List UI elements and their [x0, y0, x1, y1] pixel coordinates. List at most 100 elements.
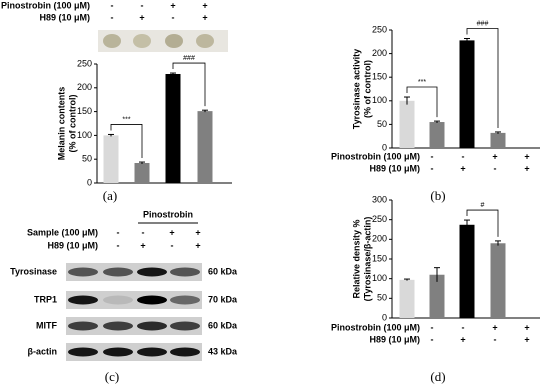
condition-sign: - [172, 12, 175, 22]
blot-band [68, 321, 98, 331]
condition-sign: - [111, 0, 114, 10]
protein-label: TRP1 [34, 294, 57, 304]
condition-sign: + [140, 240, 145, 250]
size-label: 70 kDa [208, 294, 238, 304]
condition-sign: + [170, 0, 175, 10]
condition-sign: + [460, 334, 465, 344]
protein-label: MITF [36, 320, 57, 330]
y-tick-label: 250 [372, 24, 387, 34]
y-tick-label: 50 [377, 119, 387, 129]
bar [197, 111, 213, 183]
condition-sign: + [492, 151, 497, 161]
condition-label: Pinostrobin (100 μM) [331, 322, 420, 332]
bar [103, 135, 119, 183]
condition-sign: - [431, 151, 434, 161]
significance-bracket [110, 124, 143, 159]
condition-sign: - [142, 227, 145, 237]
y-tick-label: 300 [372, 194, 387, 204]
y-tick-label: 0 [382, 142, 387, 152]
condition-label: Sample (100 μM) [27, 227, 98, 237]
blot-band [170, 295, 200, 305]
blot-band [170, 321, 200, 331]
blot-strip [66, 317, 202, 335]
y-tick-label: 150 [372, 253, 387, 263]
panel-label: (d) [430, 369, 445, 384]
condition-sign: - [431, 334, 434, 344]
condition-sign: + [492, 322, 497, 332]
bar [459, 40, 475, 148]
significance-label: *** [418, 79, 426, 86]
condition-sign: + [524, 322, 529, 332]
y-axis-label: (% of control) [362, 60, 372, 118]
bar [134, 163, 150, 183]
condition-sign: - [494, 163, 497, 173]
blot-header: Pinostrobin [143, 209, 193, 219]
protein-label: β-actin [28, 346, 58, 356]
condition-sign: - [117, 240, 120, 250]
condition-label: H89 (10 μM) [47, 240, 98, 250]
bar [490, 243, 506, 318]
blot-band [103, 267, 133, 277]
blot-band [137, 321, 167, 331]
condition-sign: + [169, 227, 174, 237]
blot-band [137, 295, 167, 305]
condition-sign: + [195, 240, 200, 250]
y-axis-label: (Tyrosinase/β-actin) [362, 217, 372, 302]
significance-label: *** [122, 116, 130, 123]
blot-band [137, 347, 167, 357]
size-label: 43 kDa [208, 346, 238, 356]
bar [429, 274, 445, 318]
blot-band [68, 267, 98, 277]
y-tick-label: 150 [77, 106, 92, 116]
condition-sign: + [195, 227, 200, 237]
condition-sign: + [524, 151, 529, 161]
bar [399, 279, 415, 318]
condition-sign: + [524, 334, 529, 344]
condition-sign: - [494, 334, 497, 344]
condition-label: Pinostrobin (100 μM) [1, 0, 90, 10]
condition-sign: - [462, 322, 465, 332]
blot-band [103, 347, 133, 357]
condition-sign: + [460, 163, 465, 173]
y-tick-label: 250 [77, 58, 92, 68]
condition-label: Pinostrobin (100 μM) [331, 151, 420, 161]
condition-sign: + [524, 163, 529, 173]
blot-strip [66, 263, 202, 281]
condition-label: H89 (10 μM) [369, 334, 420, 344]
blot-band [103, 321, 133, 331]
panel-label: (b) [430, 188, 445, 203]
blot-band [137, 267, 167, 277]
significance-label: ### [183, 55, 195, 62]
condition-label: H89 (10 μM) [39, 12, 90, 22]
y-tick-label: 100 [372, 273, 387, 283]
y-axis-label: Melanin contents [56, 87, 66, 161]
condition-sign: - [431, 163, 434, 173]
condition-label: H89 (10 μM) [369, 163, 420, 173]
bar [490, 132, 506, 148]
protein-label: Tyrosinase [10, 266, 57, 276]
size-label: 60 kDa [208, 266, 238, 276]
significance-bracket [466, 28, 499, 128]
y-tick-label: 0 [87, 177, 92, 187]
y-tick-label: 200 [372, 234, 387, 244]
significance-bracket [466, 209, 499, 237]
condition-sign: - [462, 151, 465, 161]
y-axis-label: Tyrosinase activity [351, 49, 361, 129]
blot-band [68, 295, 98, 305]
blot-band [103, 295, 133, 305]
y-tick-label: 0 [382, 312, 387, 322]
y-tick-label: 200 [372, 48, 387, 58]
blot-strip [66, 291, 202, 309]
blot-band [68, 347, 98, 357]
blot-strip [66, 343, 202, 361]
y-axis-label: Relative density % [351, 219, 361, 298]
y-tick-label: 50 [82, 154, 92, 164]
condition-sign: - [141, 0, 144, 10]
blot-band [170, 267, 200, 277]
bar [429, 122, 445, 148]
condition-sign: - [431, 322, 434, 332]
condition-sign: + [202, 0, 207, 10]
condition-sign: - [171, 240, 174, 250]
bar [459, 224, 475, 318]
panel-label: (a) [103, 188, 117, 203]
